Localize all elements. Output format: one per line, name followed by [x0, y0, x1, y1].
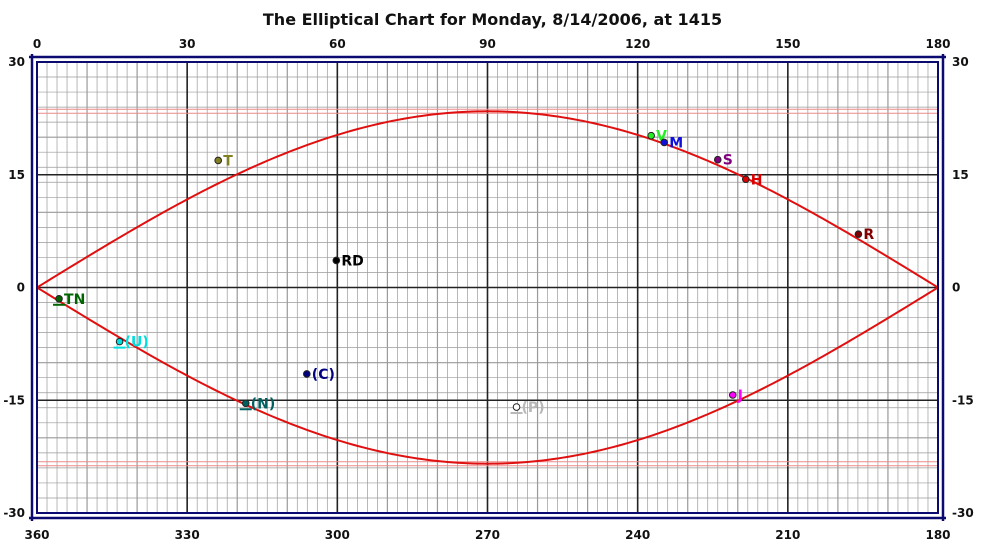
point-label: (U) [125, 335, 149, 351]
point-marker [854, 230, 863, 238]
chart-title: The Elliptical Chart for Monday, 8/14/20… [262, 10, 723, 29]
point-marker [660, 138, 668, 147]
point-label: RD [341, 253, 363, 269]
bottom-tick-label: 300 [325, 528, 350, 542]
top-tick-label: 150 [775, 37, 800, 51]
left-tick-label: -15 [3, 393, 25, 407]
top-tick-label: 30 [179, 37, 196, 51]
right-tick-label: -30 [952, 506, 974, 520]
bottom-tick-label: 210 [775, 528, 800, 542]
point-marker [728, 391, 737, 399]
planet-point: (U) [113, 335, 149, 351]
point-label: (P) [522, 400, 545, 416]
ecliptic-lower [36, 286, 939, 465]
planet-point: T [214, 153, 233, 169]
point-marker [214, 156, 223, 165]
planet-point: (C) [302, 367, 335, 383]
planet-point: (P) [510, 400, 545, 416]
top-tick-label: 0 [33, 37, 41, 51]
ecliptic-curves [36, 110, 939, 465]
planet-point: J [728, 388, 743, 404]
point-marker [741, 175, 750, 184]
bottom-tick-label: 330 [175, 528, 200, 542]
point-marker [512, 403, 521, 411]
right-tick-label: 30 [952, 55, 969, 69]
top-tick-label: 60 [329, 37, 346, 51]
grid-major-lines [36, 61, 939, 514]
point-marker [115, 337, 124, 346]
left-tick-label: 15 [8, 168, 25, 182]
point-marker [241, 399, 250, 408]
point-label: (N) [251, 396, 276, 412]
point-marker [302, 370, 311, 378]
left-tick-label: -30 [3, 506, 25, 520]
plot-border [36, 61, 939, 514]
point-label: H [751, 172, 763, 188]
point-marker [55, 294, 63, 303]
bottom-tick-label: 360 [24, 528, 49, 542]
tropic-lines [37, 108, 938, 467]
point-label: TN [64, 292, 85, 308]
right-tick-label: 0 [952, 281, 960, 295]
planet-point: (N) [239, 396, 276, 412]
bottom-tick-label: 240 [625, 528, 650, 542]
top-tick-label: 180 [925, 37, 950, 51]
planet-point: RD [332, 253, 364, 269]
top-tick-label: 90 [479, 37, 496, 51]
point-label: J [737, 388, 743, 404]
point-label: T [223, 153, 233, 169]
chart-frame [29, 54, 946, 521]
left-tick-label: 30 [8, 55, 25, 69]
point-label: S [723, 153, 733, 169]
planet-point: H [741, 172, 763, 188]
point-marker [647, 131, 655, 140]
point-marker [713, 155, 722, 164]
point-marker [332, 256, 341, 265]
planet-points: V M S H R T RD TN (U) (C) (N) (P) J [53, 129, 874, 416]
planet-point: S [713, 153, 733, 169]
point-label: V [656, 129, 667, 145]
right-tick-label: 15 [952, 168, 969, 182]
point-label: R [863, 227, 874, 243]
ecliptic-upper [36, 110, 939, 289]
planet-point: TN [53, 292, 85, 308]
bottom-tick-label: 270 [475, 528, 500, 542]
planet-point: M [660, 135, 683, 151]
left-tick-label: 0 [17, 281, 25, 295]
right-tick-label: -15 [952, 393, 974, 407]
planet-point: R [854, 227, 874, 243]
point-label: M [669, 135, 683, 151]
bottom-tick-label: 180 [925, 528, 950, 542]
point-label: (C) [312, 367, 335, 383]
top-tick-label: 120 [625, 37, 650, 51]
planet-point: V [647, 129, 667, 145]
